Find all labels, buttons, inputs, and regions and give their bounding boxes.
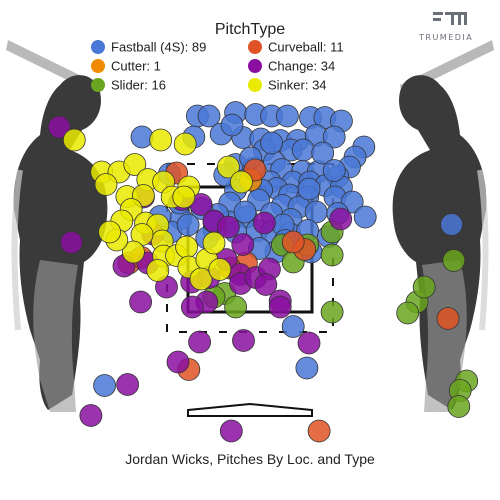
pitch-point-3-3 bbox=[281, 230, 305, 254]
pitch-point-5-31 bbox=[229, 170, 253, 194]
pitch-point-3-8 bbox=[436, 307, 460, 330]
pitch-point-5-4 bbox=[123, 153, 147, 176]
legend-swatch-0 bbox=[91, 40, 105, 54]
pitch-point-0-71 bbox=[93, 374, 116, 397]
pitch-point-5-32 bbox=[62, 128, 86, 152]
pitch-point-4-25 bbox=[166, 350, 190, 374]
pitch-point-5-33 bbox=[98, 220, 121, 244]
pitch-point-5-1 bbox=[173, 132, 197, 156]
pitch-point-0-9 bbox=[130, 125, 154, 149]
pitch-point-5-12 bbox=[94, 173, 118, 196]
pitch-point-3-10 bbox=[307, 419, 331, 443]
pitch-point-5-28 bbox=[208, 258, 232, 281]
legend-label-0: Fastball (4S): 89 bbox=[111, 40, 206, 55]
pitch-point-5-30 bbox=[216, 155, 240, 179]
pitch-point-0-68 bbox=[440, 213, 464, 236]
pitch-point-2-7 bbox=[320, 300, 344, 324]
pitch-point-4-29 bbox=[297, 331, 321, 355]
pitch-point-4-32 bbox=[219, 419, 243, 443]
legend-label-5: Sinker: 34 bbox=[268, 78, 327, 93]
legend: Fastball (4S): 89 Cutter: 1 Slider: 16 Curv… bbox=[91, 40, 344, 93]
pitch-point-4-23 bbox=[254, 273, 278, 296]
legend-swatch-3 bbox=[248, 40, 262, 54]
legend-swatch-2 bbox=[91, 78, 105, 92]
legend-swatch-5 bbox=[248, 78, 262, 92]
pitch-point-4-24 bbox=[188, 330, 212, 354]
pitch-point-4-31 bbox=[79, 404, 103, 427]
pitch-point-5-9 bbox=[172, 185, 196, 209]
pitch-point-0-69 bbox=[281, 315, 305, 338]
pitch-point-0-86 bbox=[322, 159, 346, 182]
pitch-point-0-80 bbox=[220, 113, 244, 137]
pitch-point-4-7 bbox=[252, 211, 276, 235]
pitch-point-4-28 bbox=[116, 373, 139, 396]
legend-swatch-4 bbox=[248, 59, 262, 73]
pitch-point-2-6 bbox=[224, 295, 248, 319]
pitch-point-2-2 bbox=[320, 243, 344, 267]
legend-label-2: Slider: 16 bbox=[111, 78, 166, 93]
pitch-point-2-10 bbox=[396, 301, 420, 325]
pitch-point-0-70 bbox=[295, 356, 319, 380]
pitch-point-5-26 bbox=[202, 231, 226, 255]
left-batter-silhouette bbox=[6, 40, 108, 412]
pitch-point-2-9 bbox=[412, 275, 436, 299]
pitch-point-0-74 bbox=[311, 141, 335, 165]
pitch-point-5-29 bbox=[146, 259, 170, 282]
logo-text: TRUMEDIA bbox=[418, 33, 473, 42]
pitch-point-0-23 bbox=[291, 138, 315, 162]
pitch-point-2-15 bbox=[442, 249, 466, 272]
pitch-point-0-88 bbox=[297, 177, 321, 201]
pitch-point-0-82 bbox=[260, 131, 284, 155]
pitch-point-0-5 bbox=[275, 104, 299, 128]
pitch-point-4-12 bbox=[129, 290, 153, 314]
pitch-point-4-30 bbox=[329, 207, 353, 231]
trumedia-logo: TRUMEDIA bbox=[418, 12, 473, 42]
pitch-point-5-22 bbox=[121, 240, 145, 264]
pitch-point-0-1 bbox=[197, 104, 221, 128]
pitch-points bbox=[47, 101, 479, 443]
pitch-point-0-72 bbox=[176, 213, 200, 237]
legend-label-1: Cutter: 1 bbox=[111, 59, 161, 74]
pitch-point-4-21 bbox=[180, 295, 204, 319]
pitch-point-4-26 bbox=[232, 329, 255, 352]
pitch-point-4-27 bbox=[268, 295, 292, 319]
legend-label-4: Change: 34 bbox=[268, 59, 335, 74]
right-batter-silhouette bbox=[392, 40, 494, 412]
home-plate bbox=[187, 402, 313, 417]
pitch-point-5-21 bbox=[175, 235, 199, 259]
pitch-point-5-27 bbox=[189, 267, 213, 291]
pitch-point-5-0 bbox=[149, 128, 173, 152]
pitch-point-0-50 bbox=[353, 205, 377, 229]
pitch-point-0-87 bbox=[233, 200, 257, 224]
pitch-point-4-33 bbox=[60, 231, 83, 254]
pitch-point-2-13 bbox=[447, 395, 471, 418]
chart-title: PitchType bbox=[215, 21, 285, 38]
chart-caption: Jordan Wicks, Pitches By Loc. and Type bbox=[125, 451, 375, 467]
pitch-point-4-5 bbox=[216, 215, 240, 239]
pitch-point-4-0 bbox=[47, 115, 71, 139]
pitch-point-0-17 bbox=[322, 125, 346, 149]
legend-label-3: Curveball: 11 bbox=[268, 40, 344, 55]
legend-swatch-1 bbox=[91, 59, 105, 73]
pitch-point-4-6 bbox=[231, 233, 255, 256]
